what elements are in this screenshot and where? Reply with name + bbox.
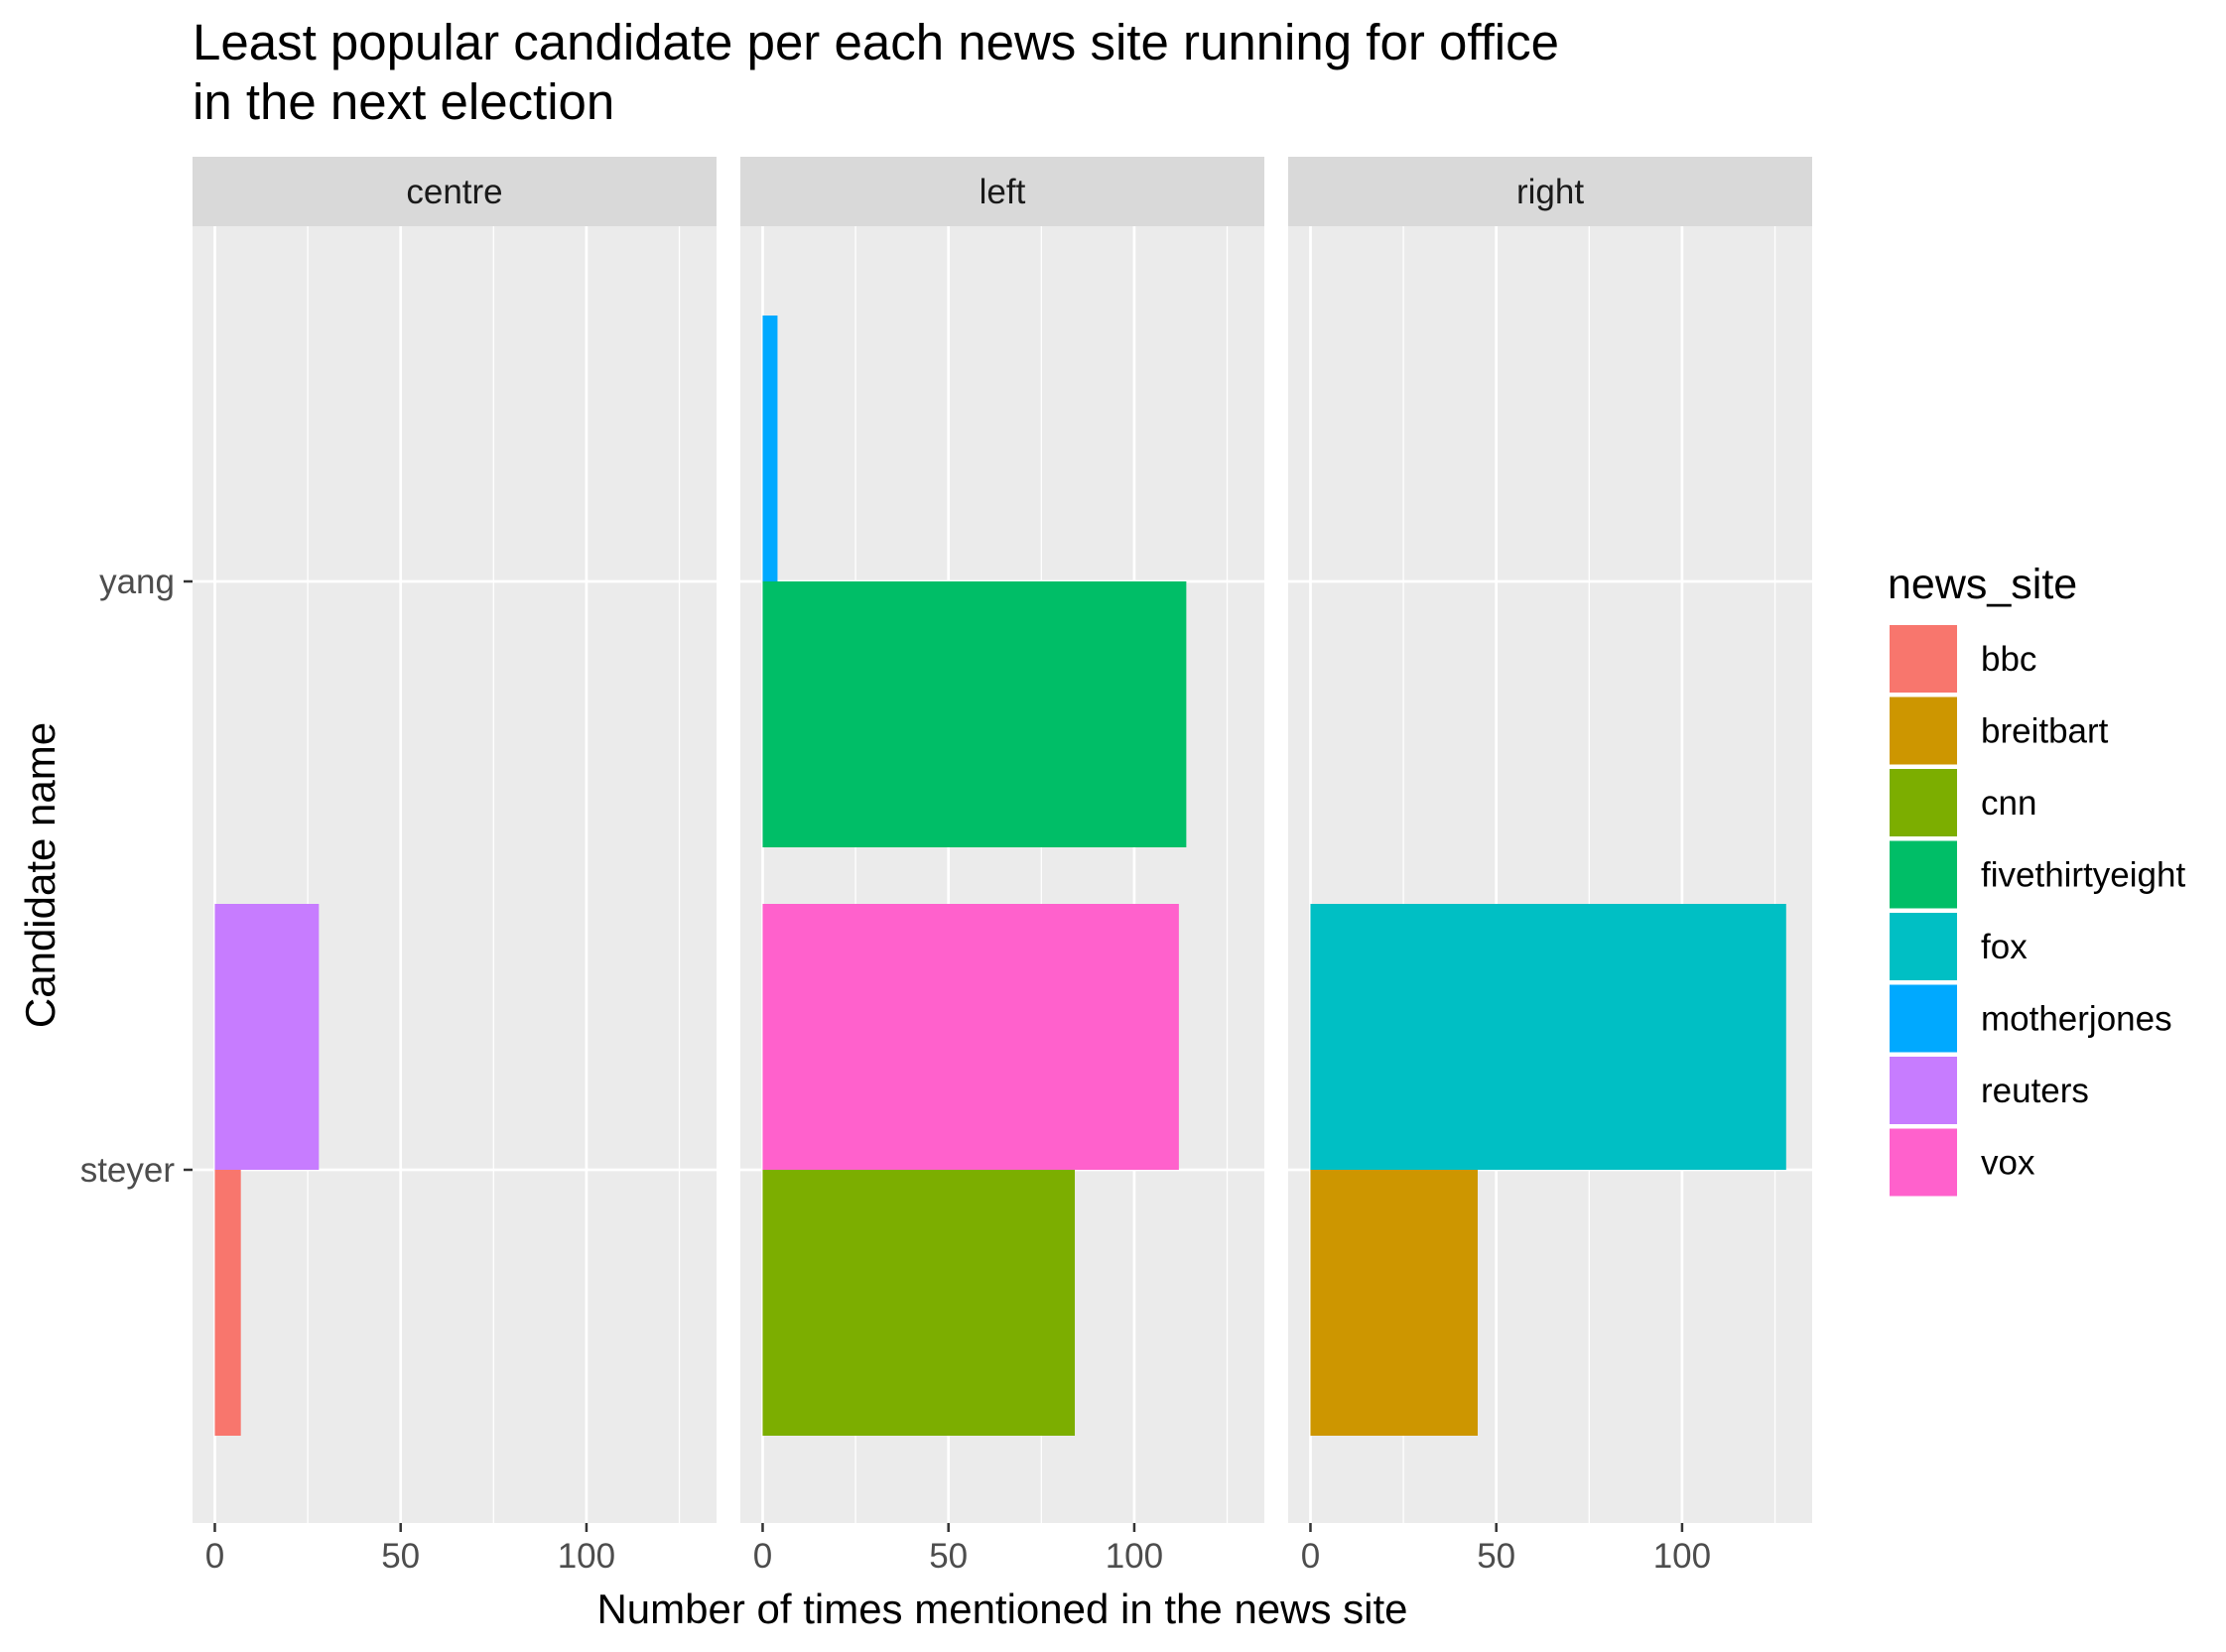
legend-label-fivethirtyeight: fivethirtyeight xyxy=(1981,856,2185,895)
x-tick-label: 0 xyxy=(753,1537,772,1576)
bar-steyer-reuters xyxy=(214,904,320,1170)
legend-key-fivethirtyeight xyxy=(1890,840,1957,909)
legend-title: news_site xyxy=(1888,561,2077,608)
legend-key-cnn xyxy=(1890,769,1957,836)
bar-yang-fivethirtyeight xyxy=(762,581,1187,847)
y-axis: steyer yang Candidate name xyxy=(17,563,193,1190)
facet-strip-label: centre xyxy=(406,173,502,211)
legend-label-bbc: bbc xyxy=(1981,640,2036,679)
bar-steyer-cnn xyxy=(762,1170,1076,1436)
legend-label-motherjones: motherjones xyxy=(1981,1000,2172,1039)
facet-panel-left: left 0 50 100 xyxy=(740,157,1264,1576)
y-axis-title: Candidate name xyxy=(17,722,64,1028)
legend-label-vox: vox xyxy=(1981,1144,2035,1183)
chart-title-line: Least popular candidate per each news si… xyxy=(193,14,1559,70)
facet-panel-centre: centre 0 50 100 xyxy=(193,157,717,1576)
x-tick-label: 50 xyxy=(381,1537,420,1576)
bar-steyer-vox xyxy=(762,904,1179,1170)
bar-steyer-breitbart xyxy=(1310,1170,1478,1436)
y-tick-label: yang xyxy=(99,563,175,601)
x-tick-label: 50 xyxy=(929,1537,968,1576)
bar-steyer-bbc xyxy=(214,1170,241,1436)
facet-strip-label: right xyxy=(1516,173,1584,211)
legend-label-cnn: cnn xyxy=(1981,784,2036,823)
bar-yang-motherjones xyxy=(762,316,778,581)
legend-key-fox xyxy=(1890,913,1957,980)
facet-strip xyxy=(193,157,717,226)
x-tick-label: 0 xyxy=(1301,1537,1320,1576)
y-tick-label: steyer xyxy=(80,1151,176,1190)
legend-label-reuters: reuters xyxy=(1981,1072,2089,1110)
x-tick-label: 100 xyxy=(558,1537,615,1576)
chart-title: Least popular candidate per each news si… xyxy=(193,14,1559,130)
facet-strip-label: left xyxy=(980,173,1026,211)
bar-steyer-fox xyxy=(1310,904,1786,1170)
legend-label-fox: fox xyxy=(1981,928,2028,966)
facet-strip xyxy=(740,157,1264,226)
x-tick-label: 100 xyxy=(1106,1537,1163,1576)
facet-panels: centre 0 50 100 left 0 50 100 right 0 50 100 xyxy=(193,157,1812,1576)
x-tick-label: 100 xyxy=(1653,1537,1711,1576)
x-tick-label: 0 xyxy=(205,1537,224,1576)
chart-title-text: Least popular candidate per each news si… xyxy=(193,14,1559,130)
chart-title-line: in the next election xyxy=(193,73,614,130)
legend-label-breitbart: breitbart xyxy=(1981,712,2109,751)
facet-panel-right: right 0 50 100 xyxy=(1288,157,1812,1576)
x-axis-title: Number of times mentioned in the news si… xyxy=(596,1586,1407,1632)
legend-key-vox xyxy=(1890,1128,1957,1197)
x-axis-title-text: Number of times mentioned in the news si… xyxy=(596,1586,1407,1632)
facet-strip xyxy=(1288,157,1812,226)
panel-background xyxy=(193,226,717,1523)
legend-key-bbc xyxy=(1890,625,1957,693)
legend-key-reuters xyxy=(1890,1057,1957,1124)
x-tick-label: 50 xyxy=(1477,1537,1515,1576)
legend-key-motherjones xyxy=(1890,984,1957,1053)
legend-key-breitbart xyxy=(1890,697,1957,765)
